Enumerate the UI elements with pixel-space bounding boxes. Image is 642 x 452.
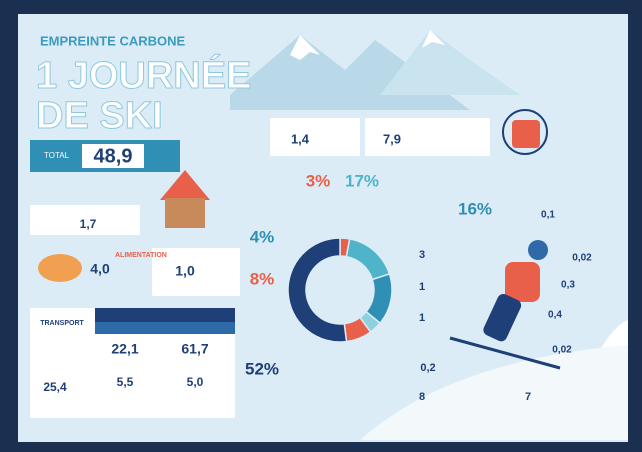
food xyxy=(38,254,82,282)
figure: 0,3 xyxy=(561,280,575,291)
total-value: 48,9 xyxy=(94,145,133,167)
figure: 5,0 xyxy=(187,375,204,389)
figure: 1,7 xyxy=(80,217,97,231)
figure: 25,4 xyxy=(43,380,67,394)
figure: 0,4 xyxy=(548,310,562,321)
transport-label: TRANSPORT xyxy=(40,320,84,327)
figure: 4,0 xyxy=(90,261,110,277)
page: EMPREINTE CARBONE 1 JOURNÉE DE SKI TOTAL… xyxy=(0,0,642,452)
infographic: EMPREINTE CARBONE 1 JOURNÉE DE SKI TOTAL… xyxy=(0,0,642,452)
food-label: ALIMENTATION xyxy=(115,252,167,259)
figure: 61,7 xyxy=(181,341,208,357)
figure: 1 xyxy=(419,312,425,324)
percent-label: 4% xyxy=(250,227,275,246)
figure: 1,4 xyxy=(291,131,310,146)
figure: 7 xyxy=(525,391,531,403)
figure: 7,9 xyxy=(383,131,401,146)
box xyxy=(270,118,360,156)
table-header xyxy=(95,322,235,334)
percent-label: 3% xyxy=(306,171,331,190)
total-label: TOTAL xyxy=(44,151,70,160)
figure: 0,1 xyxy=(541,210,555,221)
figure: 0,2 xyxy=(420,362,435,374)
figure: 0,02 xyxy=(572,253,592,264)
percent-label: 17% xyxy=(345,171,379,190)
kicker: EMPREINTE CARBONE xyxy=(40,33,186,48)
title: 1 JOURNÉE xyxy=(36,53,251,97)
cable-car xyxy=(512,120,540,148)
title: DE SKI xyxy=(36,95,163,137)
figure: 3 xyxy=(419,249,425,261)
figure: 5,5 xyxy=(117,375,134,389)
figure: 0,02 xyxy=(552,345,572,356)
figure: 22,1 xyxy=(111,341,138,357)
figure: 8 xyxy=(419,391,425,403)
figure: 1 xyxy=(419,281,425,293)
chalet xyxy=(165,198,205,228)
percent-label: 8% xyxy=(250,269,275,288)
figure: 1,0 xyxy=(175,263,195,279)
percent-label: 16% xyxy=(458,199,492,218)
table-header xyxy=(95,308,235,322)
percent-label: 52% xyxy=(245,359,279,378)
